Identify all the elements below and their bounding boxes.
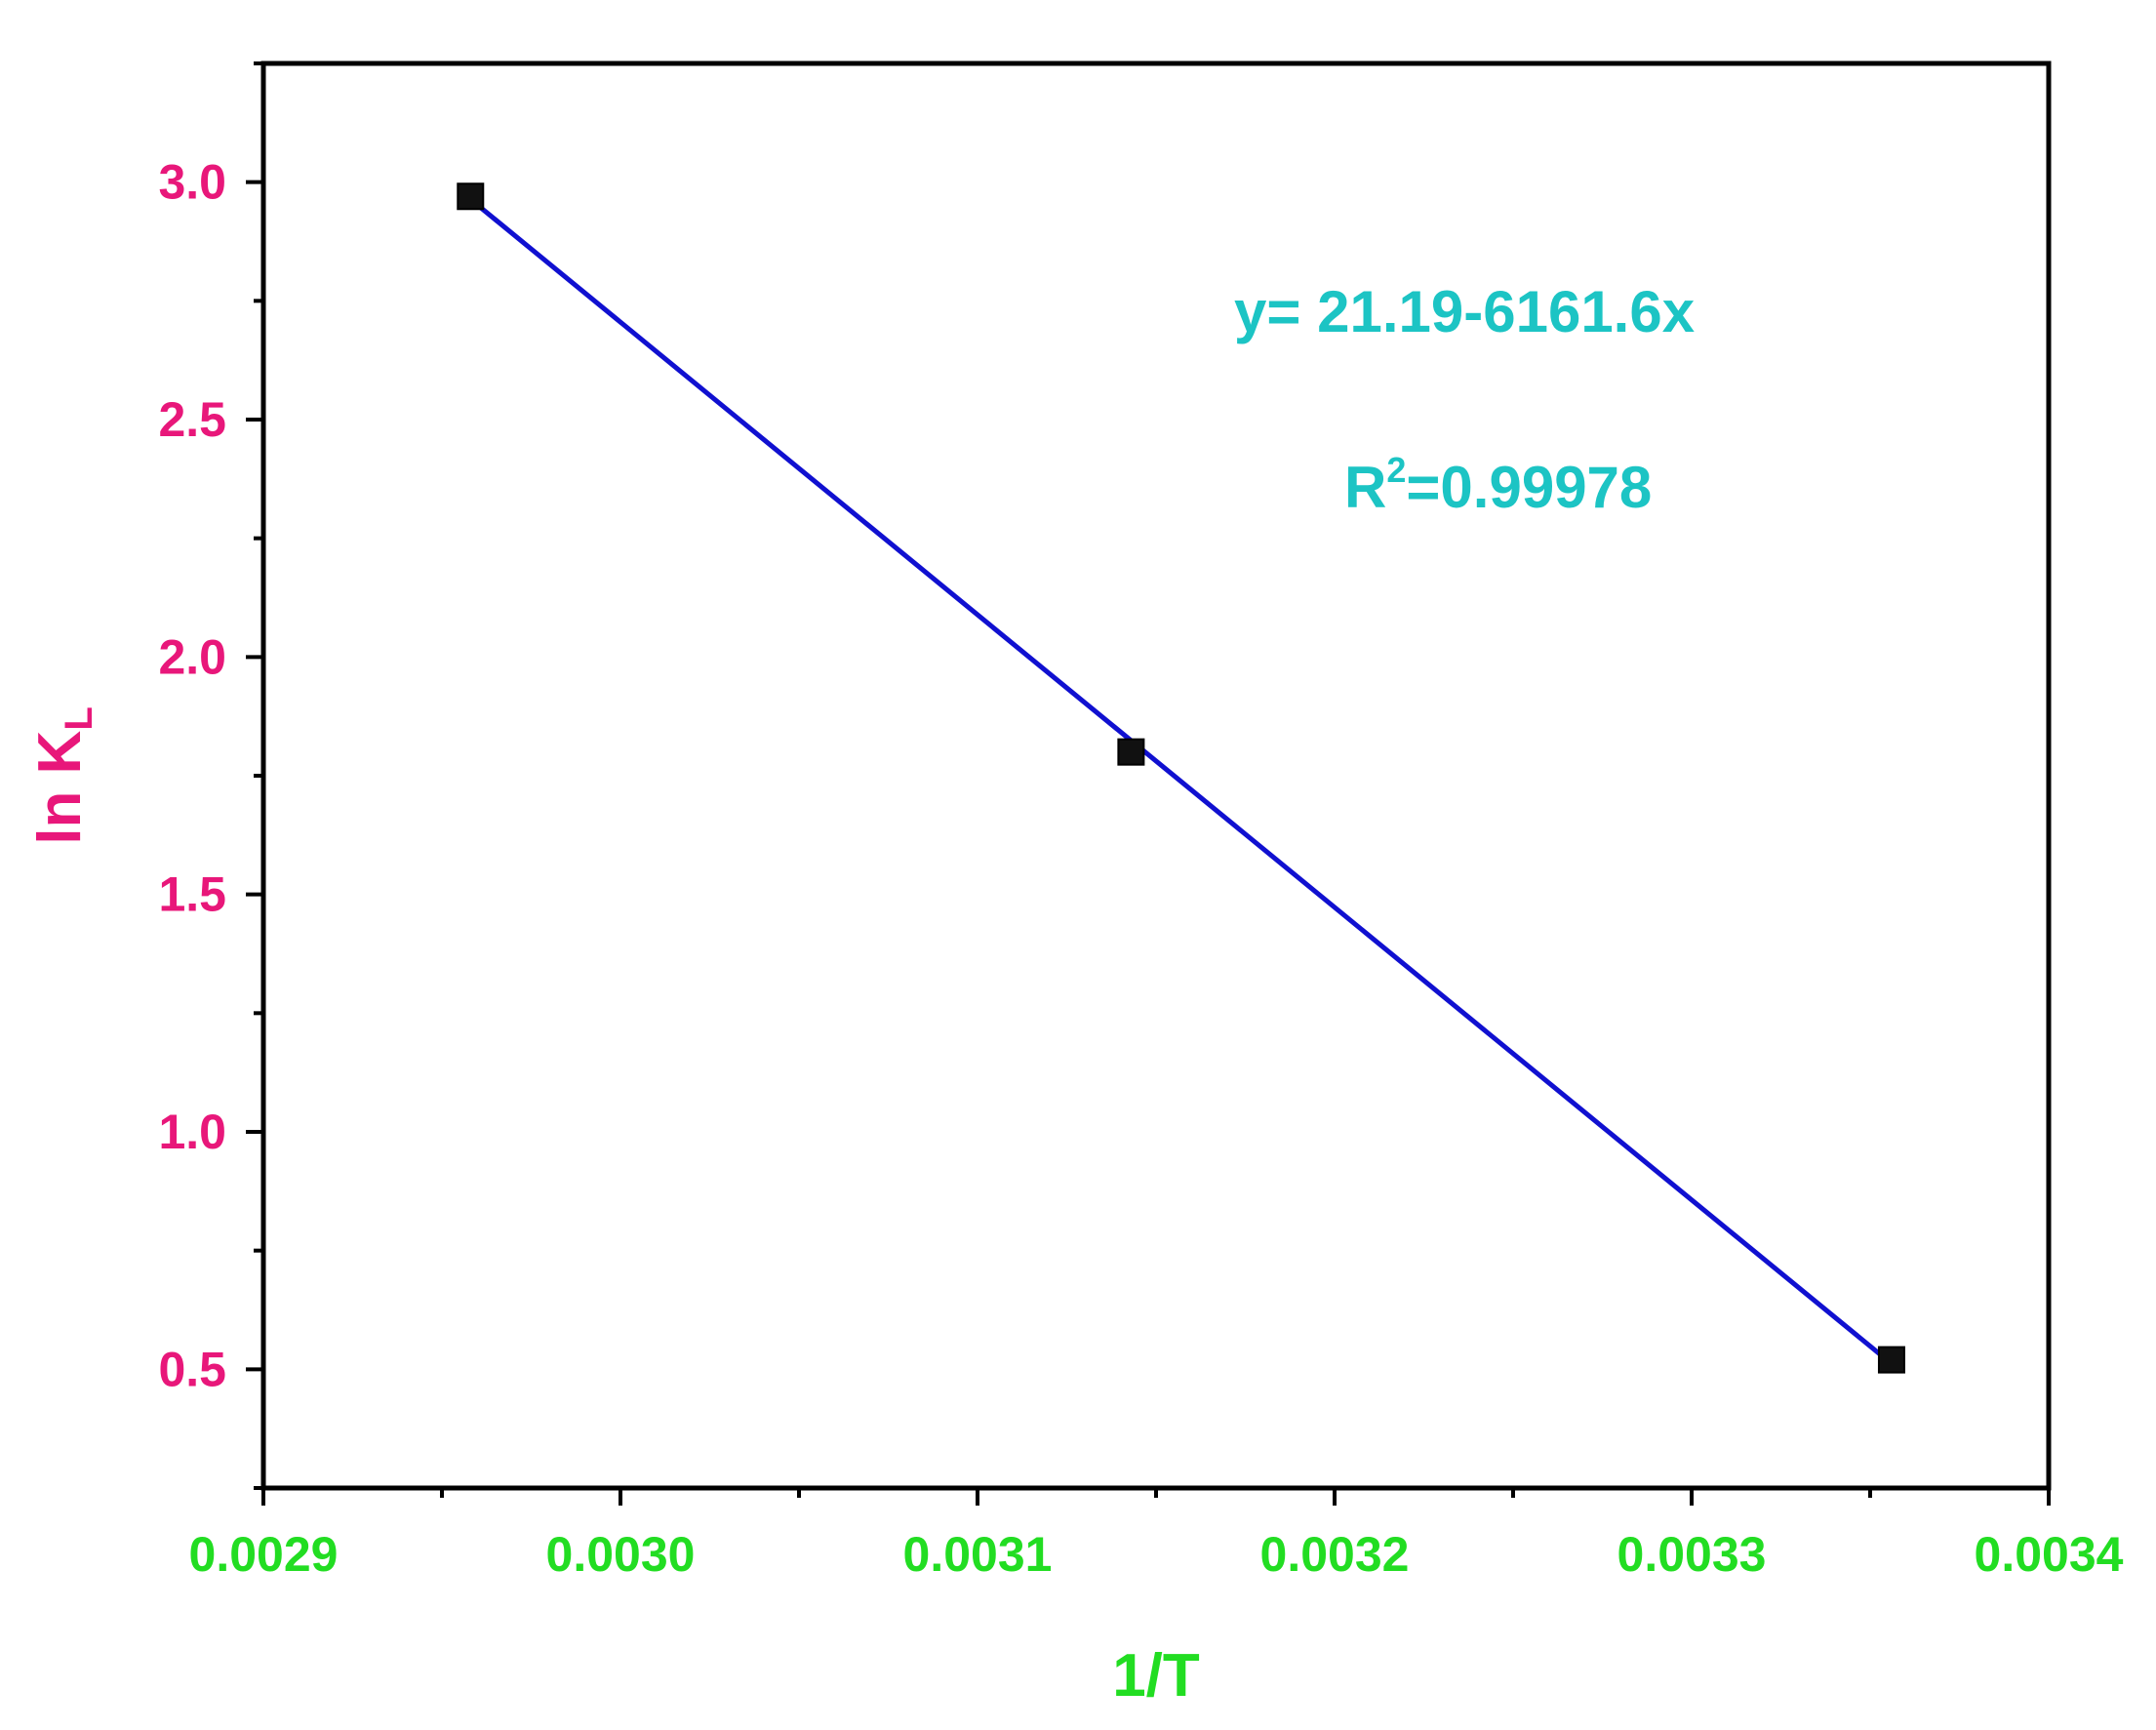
y-tick-label: 2.0 bbox=[158, 629, 226, 684]
x-tick-label: 0.0034 bbox=[1975, 1527, 2124, 1582]
data-point bbox=[457, 182, 485, 211]
r-squared: R2=0.99978 bbox=[1344, 450, 1652, 520]
data-point bbox=[1117, 738, 1145, 766]
y-tick-label: 1.0 bbox=[158, 1105, 226, 1159]
data-point bbox=[1877, 1346, 1905, 1374]
fit-line bbox=[468, 197, 1894, 1366]
y-axis-tick-labels: 0.5 1.0 1.5 2.0 2.5 3.0 bbox=[158, 155, 226, 1397]
y-axis-title-subscript: L bbox=[58, 706, 100, 730]
x-tick-label: 0.0032 bbox=[1260, 1527, 1410, 1582]
y-tick-label: 0.5 bbox=[158, 1342, 226, 1396]
y-axis-title-main: ln K bbox=[26, 730, 94, 844]
x-axis-tick-labels: 0.0029 0.0030 0.0031 0.0032 0.0033 0.0034 bbox=[189, 1527, 2124, 1582]
x-axis-title: 1/T bbox=[1112, 1642, 1200, 1710]
r-squared-symbol: R bbox=[1344, 455, 1386, 520]
y-tick-label: 2.5 bbox=[158, 392, 226, 447]
x-axis-ticks bbox=[261, 1488, 2051, 1506]
y-axis-title: ln KL bbox=[26, 706, 100, 845]
fit-equation: y= 21.19-6161.6x bbox=[1234, 279, 1695, 344]
r-squared-value: =0.99978 bbox=[1406, 455, 1652, 520]
r-squared-superscript: 2 bbox=[1386, 450, 1406, 490]
x-tick-label: 0.0031 bbox=[903, 1527, 1053, 1582]
data-points bbox=[457, 182, 1905, 1374]
y-tick-label: 3.0 bbox=[158, 155, 226, 210]
x-tick-label: 0.0033 bbox=[1617, 1527, 1767, 1582]
x-tick-label: 0.0030 bbox=[546, 1527, 696, 1582]
y-axis-ticks bbox=[246, 61, 263, 1490]
y-tick-label: 1.5 bbox=[158, 867, 226, 922]
x-tick-label: 0.0029 bbox=[189, 1527, 339, 1582]
